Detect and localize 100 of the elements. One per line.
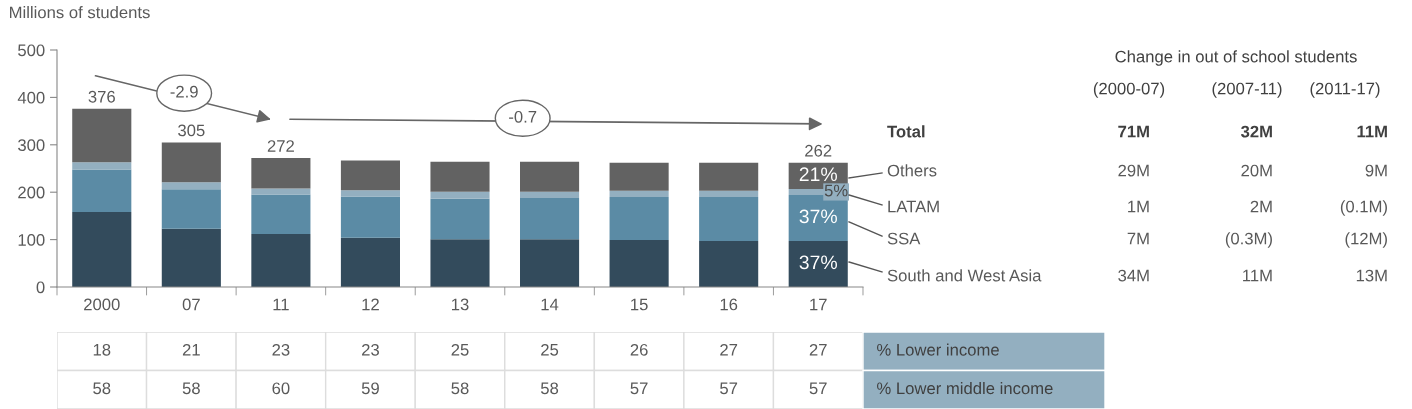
y-tick-label: 300 (18, 139, 45, 151)
bar (340, 160, 400, 191)
bar (340, 190, 400, 197)
bar (161, 142, 221, 183)
bar (430, 161, 490, 192)
total-label: 305 (178, 124, 205, 137)
text: LATAM (888, 200, 939, 213)
bar (609, 196, 669, 241)
bar (699, 196, 759, 242)
text: South and West Asia (887, 269, 1042, 282)
x-tick-label: 15 (631, 298, 648, 311)
text: SSA (887, 232, 921, 245)
bar (251, 188, 311, 195)
bar (520, 197, 580, 240)
text: 57 (720, 382, 738, 395)
bar (609, 190, 669, 197)
text: 25 (541, 343, 559, 356)
bar (520, 161, 580, 192)
text: 58 (182, 382, 200, 395)
x-tick-label: 13 (452, 298, 469, 311)
bar (699, 162, 759, 191)
bar (72, 108, 132, 163)
text: 11M (1357, 125, 1387, 138)
annotation: 37% (799, 209, 837, 224)
text: 58 (451, 382, 469, 395)
bar (161, 189, 221, 229)
text: 18 (93, 343, 111, 356)
x-tick-label: 07 (182, 298, 200, 311)
text: 21 (182, 343, 200, 356)
text: 26 (630, 343, 648, 356)
bar (72, 169, 132, 213)
y-axis-title: Millions of students (10, 6, 150, 19)
bar (161, 182, 221, 190)
x-tick-label: 14 (541, 298, 559, 311)
annotation: 5% (824, 184, 848, 197)
text: 59 (361, 382, 379, 395)
total-label: 262 (805, 144, 832, 157)
x-tick-label: 2000 (84, 298, 120, 311)
text: 58 (93, 382, 111, 395)
x-tick-label: 17 (810, 298, 827, 311)
text: 58 (540, 382, 559, 395)
text: 13M (1356, 269, 1387, 282)
y-tick-label: 500 (18, 44, 45, 57)
text: Others (887, 164, 937, 177)
x-tick-label: 11 (273, 298, 289, 311)
text: 7M (1127, 232, 1149, 245)
bar (430, 191, 490, 199)
text: 25 (451, 343, 469, 356)
bar (340, 196, 400, 238)
y-tick-label: 200 (18, 186, 45, 199)
text: 20M (1241, 164, 1272, 177)
text: (2000-07) (1093, 82, 1165, 98)
bar (430, 239, 490, 287)
bar (609, 162, 669, 191)
text: 23 (272, 343, 290, 356)
bar (251, 158, 311, 189)
text: 11M (1243, 269, 1272, 282)
x-tick-label: 16 (720, 298, 738, 311)
bar (72, 212, 132, 287)
bar (72, 162, 132, 170)
bar (520, 239, 580, 287)
text: 57 (630, 382, 648, 395)
bar (609, 240, 669, 287)
text: (0.3M) (1225, 232, 1272, 248)
bar (520, 191, 580, 198)
annotation: 21% (799, 167, 837, 181)
text: 60 (272, 382, 290, 395)
text: 1M (1128, 200, 1149, 213)
text: Total (887, 125, 925, 138)
total-label: 376 (88, 90, 115, 103)
text: Change in out of school students (1115, 50, 1357, 66)
text: 2M (1250, 200, 1272, 213)
text: 27 (809, 343, 827, 356)
y-tick-label: 400 (17, 91, 45, 104)
bar (251, 233, 311, 287)
text: 71M (1118, 125, 1149, 138)
text: 9M (1365, 164, 1387, 177)
bar (161, 228, 221, 287)
text: 32M (1240, 125, 1272, 138)
annotation: -0.7 (509, 110, 537, 123)
bar (340, 237, 400, 287)
text: 29M (1118, 164, 1149, 177)
y-tick-label: 100 (18, 234, 45, 246)
x-tick-label: 12 (362, 298, 379, 311)
text: (0.1M) (1340, 200, 1387, 216)
bar (251, 194, 311, 234)
y-tick-label: 0 (36, 281, 45, 294)
annotation: -2.9 (170, 85, 198, 98)
bar (788, 241, 848, 287)
text: % Lower income (877, 343, 999, 356)
text: 23 (362, 343, 379, 356)
text: 27 (720, 343, 738, 356)
text: 34M (1118, 269, 1149, 282)
text: % Lower middle income (877, 381, 1053, 395)
bar (699, 241, 759, 287)
text: (2011-17) (1310, 82, 1380, 98)
total-label: 272 (267, 140, 294, 152)
bar (699, 190, 759, 197)
text: 57 (809, 382, 827, 395)
text: (2007-11) (1212, 82, 1282, 98)
